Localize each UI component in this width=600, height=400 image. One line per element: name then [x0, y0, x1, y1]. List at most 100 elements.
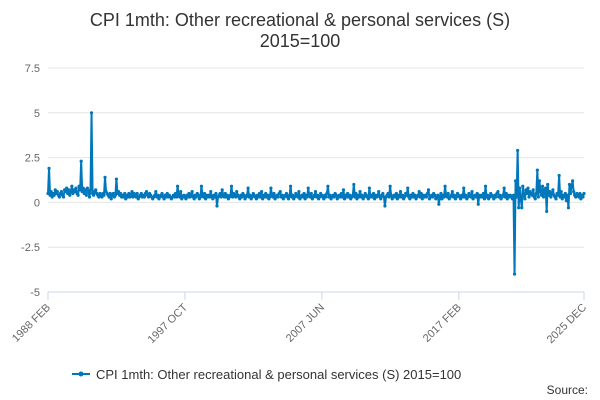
data-point[interactable]: [419, 191, 423, 196]
data-point[interactable]: [144, 190, 149, 194]
data-point[interactable]: [562, 195, 566, 199]
data-point[interactable]: [424, 195, 429, 199]
data-point[interactable]: [485, 193, 490, 197]
data-point[interactable]: [111, 191, 115, 196]
data-point[interactable]: [46, 191, 50, 196]
data-point[interactable]: [387, 195, 391, 199]
data-point[interactable]: [55, 190, 59, 194]
data-point[interactable]: [440, 197, 444, 201]
data-point[interactable]: [64, 190, 68, 194]
data-point[interactable]: [102, 193, 106, 197]
data-point[interactable]: [381, 191, 385, 196]
data-point[interactable]: [198, 195, 202, 199]
data-point[interactable]: [388, 184, 392, 188]
data-point[interactable]: [574, 195, 578, 199]
data-point[interactable]: [566, 206, 571, 210]
data-point[interactable]: [108, 191, 112, 196]
data-point[interactable]: [536, 195, 540, 199]
data-point[interactable]: [103, 175, 107, 179]
data-point[interactable]: [341, 188, 346, 192]
data-point[interactable]: [68, 193, 72, 197]
data-point[interactable]: [450, 190, 454, 194]
data-point[interactable]: [372, 197, 377, 201]
data-point[interactable]: [248, 193, 252, 197]
data-point[interactable]: [114, 177, 119, 181]
data-point[interactable]: [179, 190, 183, 194]
data-point[interactable]: [425, 191, 430, 196]
data-point[interactable]: [366, 197, 370, 201]
data-point[interactable]: [581, 195, 585, 199]
data-point[interactable]: [413, 193, 417, 197]
data-point[interactable]: [340, 195, 345, 199]
data-point[interactable]: [547, 193, 551, 197]
data-point[interactable]: [389, 193, 393, 197]
data-point[interactable]: [418, 195, 422, 199]
data-point[interactable]: [116, 190, 121, 194]
data-point[interactable]: [70, 184, 74, 188]
data-point[interactable]: [80, 190, 84, 194]
data-point[interactable]: [417, 190, 421, 194]
data-point[interactable]: [220, 188, 224, 192]
data-point[interactable]: [92, 193, 96, 197]
data-point[interactable]: [291, 193, 295, 197]
data-point[interactable]: [146, 195, 151, 199]
data-point[interactable]: [494, 195, 498, 199]
data-point[interactable]: [376, 193, 380, 197]
data-point[interactable]: [554, 197, 558, 201]
data-point[interactable]: [82, 191, 86, 196]
data-point[interactable]: [202, 191, 207, 196]
data-point[interactable]: [194, 195, 198, 199]
data-point[interactable]: [73, 190, 77, 194]
data-point[interactable]: [544, 186, 548, 190]
data-point[interactable]: [462, 186, 466, 190]
data-point[interactable]: [242, 193, 246, 197]
data-point[interactable]: [348, 193, 352, 197]
data-point[interactable]: [492, 197, 496, 201]
data-point[interactable]: [187, 191, 191, 196]
data-point[interactable]: [173, 191, 178, 196]
data-point[interactable]: [521, 184, 525, 188]
data-point[interactable]: [433, 193, 437, 197]
data-point[interactable]: [481, 191, 486, 196]
data-point[interactable]: [526, 186, 530, 190]
data-point[interactable]: [269, 186, 273, 190]
data-point[interactable]: [280, 193, 284, 197]
data-point[interactable]: [531, 188, 535, 192]
data-point[interactable]: [201, 195, 206, 199]
data-point[interactable]: [175, 184, 180, 188]
data-point[interactable]: [228, 193, 233, 197]
data-point[interactable]: [420, 197, 424, 201]
data-point[interactable]: [405, 193, 409, 197]
data-point[interactable]: [67, 188, 71, 192]
data-point[interactable]: [235, 190, 239, 194]
data-point[interactable]: [551, 188, 555, 192]
data-point[interactable]: [230, 195, 235, 199]
data-point[interactable]: [160, 191, 164, 196]
data-point[interactable]: [153, 193, 157, 197]
data-point[interactable]: [524, 188, 528, 192]
data-point[interactable]: [308, 195, 312, 199]
data-point[interactable]: [264, 191, 268, 196]
data-point[interactable]: [234, 195, 238, 199]
data-point[interactable]: [306, 186, 310, 190]
data-point[interactable]: [556, 193, 560, 197]
data-point[interactable]: [271, 195, 275, 199]
data-point[interactable]: [550, 191, 554, 196]
data-point[interactable]: [209, 190, 213, 194]
data-point[interactable]: [303, 197, 307, 201]
data-point[interactable]: [50, 195, 54, 199]
data-point[interactable]: [192, 197, 196, 201]
data-point[interactable]: [360, 193, 364, 197]
data-point[interactable]: [87, 195, 92, 199]
data-point[interactable]: [130, 190, 134, 194]
data-point[interactable]: [190, 190, 194, 194]
data-point[interactable]: [162, 197, 166, 201]
data-point[interactable]: [370, 195, 375, 199]
data-point[interactable]: [474, 195, 478, 199]
data-point[interactable]: [129, 193, 133, 197]
data-point[interactable]: [69, 190, 73, 194]
data-point[interactable]: [293, 195, 297, 199]
data-point[interactable]: [502, 186, 506, 190]
data-point[interactable]: [352, 182, 356, 187]
data-point[interactable]: [443, 184, 447, 188]
